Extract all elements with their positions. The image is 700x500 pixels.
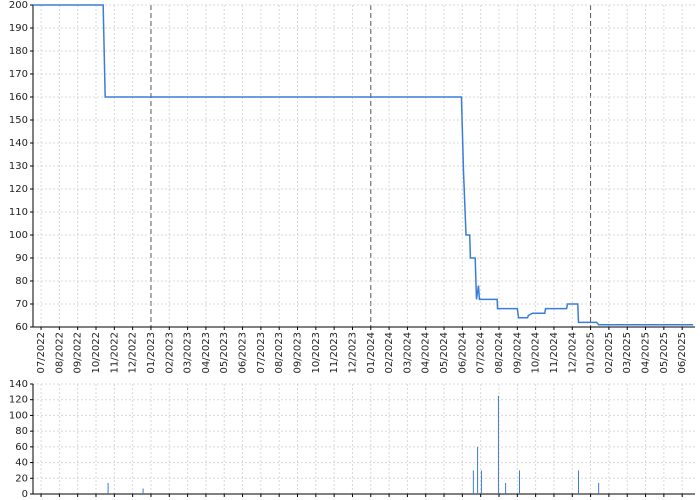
- x-tick-label: 12/2024: [567, 332, 578, 374]
- x-tick-label: 01/2023: [146, 332, 157, 374]
- bar: [477, 446, 479, 494]
- bar: [472, 470, 474, 494]
- x-tick-label: 05/2025: [659, 332, 670, 374]
- x-tick-label: 04/2025: [641, 332, 652, 374]
- x-tick-label: 11/2024: [549, 332, 560, 374]
- x-tick-label: 07/2023: [256, 332, 267, 374]
- x-tick-label: 10/2023: [311, 332, 322, 374]
- x-tick-label: 07/2022: [36, 332, 47, 374]
- y-tick-label: 120: [9, 395, 28, 406]
- y-tick-label: 70: [15, 299, 28, 310]
- x-tick-label: 04/2023: [201, 332, 212, 374]
- bar: [107, 483, 109, 494]
- y-tick-label: 130: [9, 161, 28, 172]
- y-tick-label: 200: [9, 0, 28, 11]
- x-tick-label: 02/2025: [604, 332, 615, 374]
- x-tick-label: 08/2022: [54, 332, 65, 374]
- x-tick-label: 09/2022: [73, 332, 84, 374]
- y-tick-label: 20: [15, 473, 28, 484]
- x-tick-label: 12/2023: [347, 332, 358, 374]
- x-tick-label: 08/2024: [494, 332, 505, 374]
- bar: [598, 483, 600, 494]
- x-tick-label: 03/2023: [183, 332, 194, 374]
- x-tick-label: 04/2024: [421, 332, 432, 374]
- y-tick-label: 90: [15, 253, 28, 264]
- y-tick-label: 140: [9, 138, 28, 149]
- bar: [505, 483, 507, 494]
- y-tick-label: 120: [9, 184, 28, 195]
- y-tick-label: 110: [9, 207, 28, 218]
- bar: [142, 488, 144, 494]
- x-tick-label: 03/2024: [402, 332, 413, 374]
- bar: [480, 470, 482, 494]
- x-tick-label: 07/2024: [476, 332, 487, 374]
- y-tick-label: 80: [15, 426, 28, 437]
- x-tick-label: 06/2024: [457, 332, 468, 374]
- x-tick-label: 06/2023: [238, 332, 249, 374]
- y-tick-label: 80: [15, 276, 28, 287]
- x-tick-label: 01/2024: [366, 332, 377, 374]
- x-tick-label: 03/2025: [622, 332, 633, 374]
- x-tick-label: 11/2022: [109, 332, 120, 374]
- y-tick-label: 100: [9, 230, 28, 241]
- y-tick-label: 160: [9, 92, 28, 103]
- y-tick-label: 60: [15, 322, 28, 333]
- y-tick-label: 100: [9, 410, 28, 421]
- x-tick-label: 02/2023: [164, 332, 175, 374]
- x-tick-label: 05/2023: [219, 332, 230, 374]
- x-tick-label: 09/2024: [512, 332, 523, 374]
- y-tick-label: 180: [9, 46, 28, 57]
- bar: [519, 470, 521, 494]
- y-tick-label: 60: [15, 442, 28, 453]
- x-tick-label: 10/2022: [91, 332, 102, 374]
- x-tick-label: 12/2022: [128, 332, 139, 374]
- y-tick-label: 190: [9, 23, 28, 34]
- x-tick-label: 11/2023: [329, 332, 340, 374]
- bar: [497, 395, 499, 494]
- y-tick-label: 170: [9, 69, 28, 80]
- y-tick-label: 150: [9, 115, 28, 126]
- x-tick-label: 06/2025: [677, 332, 688, 374]
- x-tick-label: 02/2024: [384, 332, 395, 374]
- bar: [577, 470, 579, 494]
- y-tick-label: 140: [9, 379, 28, 390]
- y-tick-label: 0: [22, 489, 28, 500]
- price-line: [33, 4, 694, 326]
- x-tick-label: 01/2025: [586, 332, 597, 374]
- x-tick-label: 09/2023: [293, 332, 304, 374]
- x-tick-label: 10/2024: [531, 332, 542, 374]
- x-tick-label: 08/2023: [274, 332, 285, 374]
- y-tick-label: 40: [15, 458, 28, 469]
- x-tick-label: 05/2024: [439, 332, 450, 374]
